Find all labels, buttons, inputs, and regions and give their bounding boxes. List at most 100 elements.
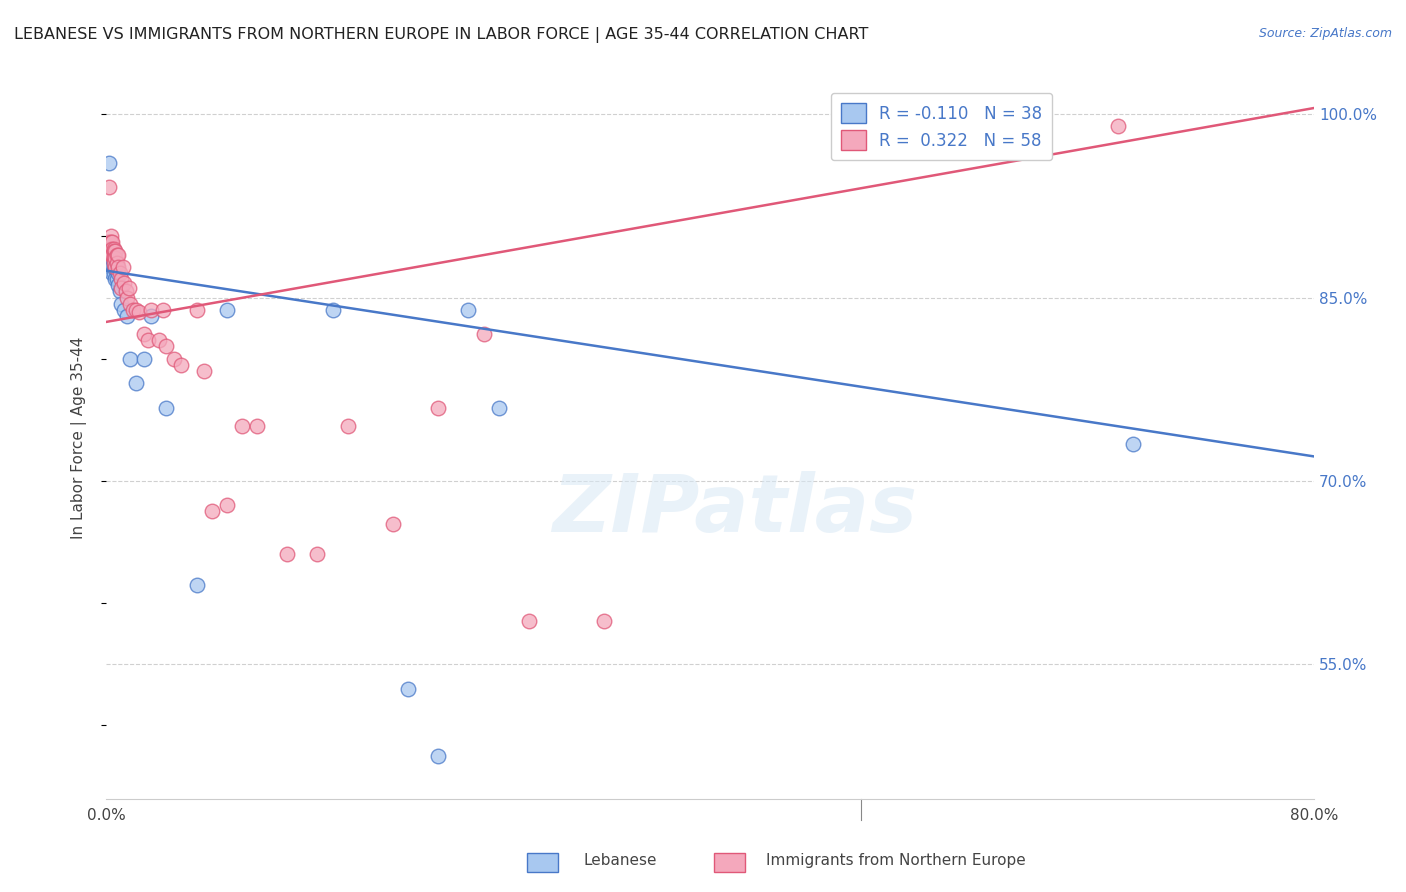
Point — [427, 401, 450, 415]
Point — [103, 253, 125, 268]
Point — [231, 418, 253, 433]
Point — [246, 418, 269, 433]
Point — [148, 333, 170, 347]
Point — [125, 302, 148, 317]
Point — [104, 252, 127, 266]
Point — [427, 748, 450, 763]
Point — [103, 244, 125, 258]
Point — [107, 248, 129, 262]
Point — [112, 302, 135, 317]
Y-axis label: In Labor Force | Age 35-44: In Labor Force | Age 35-44 — [72, 337, 87, 540]
Point — [101, 248, 124, 262]
Point — [112, 276, 135, 290]
Point — [132, 351, 155, 366]
Point — [155, 339, 177, 353]
Point — [100, 242, 122, 256]
Point — [104, 260, 127, 274]
Point — [96, 242, 118, 256]
Point — [98, 156, 121, 170]
Point — [103, 242, 125, 256]
Point — [136, 333, 159, 347]
Point — [488, 401, 510, 415]
Point — [98, 180, 121, 194]
Point — [193, 364, 215, 378]
Point — [107, 260, 129, 274]
Point — [105, 260, 128, 274]
Point — [321, 302, 343, 317]
Point — [98, 242, 121, 256]
Point — [104, 253, 127, 268]
Point — [101, 235, 124, 250]
Point — [104, 262, 127, 277]
Point — [100, 253, 122, 268]
Point — [96, 242, 118, 256]
Point — [107, 266, 129, 280]
Point — [100, 248, 122, 262]
Text: LEBANESE VS IMMIGRANTS FROM NORTHERN EUROPE IN LABOR FORCE | AGE 35-44 CORRELATI: LEBANESE VS IMMIGRANTS FROM NORTHERN EUR… — [14, 27, 869, 43]
Point — [215, 499, 238, 513]
Point — [103, 248, 125, 262]
Point — [170, 358, 193, 372]
Point — [110, 281, 132, 295]
Point — [110, 296, 132, 310]
Point — [105, 248, 128, 262]
Point — [111, 260, 134, 274]
Point — [105, 272, 128, 286]
Point — [163, 351, 186, 366]
Text: ZIPatlas: ZIPatlas — [551, 471, 917, 549]
Point — [108, 266, 131, 280]
Legend: R = -0.110   N = 38, R =  0.322   N = 58: R = -0.110 N = 38, R = 0.322 N = 58 — [831, 93, 1052, 161]
Point — [103, 266, 125, 280]
Point — [115, 309, 138, 323]
Point — [107, 278, 129, 293]
Point — [110, 272, 132, 286]
Point — [186, 578, 208, 592]
Point — [336, 418, 359, 433]
Point — [96, 235, 118, 250]
Point — [104, 272, 127, 286]
Point — [125, 376, 148, 390]
Point — [396, 681, 419, 696]
Point — [1107, 120, 1129, 134]
Point — [100, 235, 122, 250]
Point — [100, 260, 122, 274]
Point — [141, 302, 163, 317]
Point — [155, 401, 177, 415]
Point — [472, 327, 495, 342]
Point — [141, 309, 163, 323]
Point — [120, 296, 142, 310]
Point — [186, 302, 208, 317]
Point — [1122, 437, 1144, 451]
Point — [101, 266, 124, 280]
Point — [215, 302, 238, 317]
Point — [152, 302, 174, 317]
Point — [98, 235, 121, 250]
Point — [307, 547, 329, 561]
Point — [517, 615, 540, 629]
Point — [457, 302, 479, 317]
Point — [593, 615, 616, 629]
Point — [120, 351, 142, 366]
Point — [98, 242, 121, 256]
Point — [128, 305, 150, 319]
Point — [100, 229, 122, 244]
Point — [100, 248, 122, 262]
Point — [201, 504, 224, 518]
Text: Lebanese: Lebanese — [583, 854, 657, 868]
Point — [101, 242, 124, 256]
Point — [114, 285, 136, 299]
Point — [115, 291, 138, 305]
Text: Source: ZipAtlas.com: Source: ZipAtlas.com — [1258, 27, 1392, 40]
Point — [276, 547, 298, 561]
Point — [101, 260, 124, 274]
Point — [122, 302, 145, 317]
Point — [103, 260, 125, 274]
Point — [104, 244, 127, 258]
Point — [103, 256, 125, 270]
Point — [103, 250, 125, 264]
Point — [101, 248, 124, 262]
Point — [381, 516, 404, 531]
Point — [105, 256, 128, 270]
Point — [117, 281, 139, 295]
Point — [108, 285, 131, 299]
